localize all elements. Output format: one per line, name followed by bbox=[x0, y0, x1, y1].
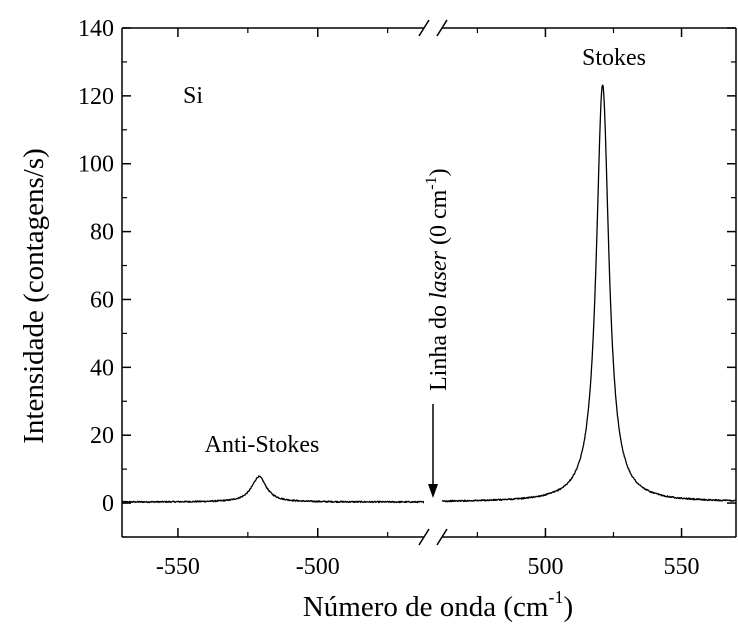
x-tick-label: -550 bbox=[156, 554, 200, 580]
spectrum-series bbox=[121, 84, 737, 504]
y-tick-label: 140 bbox=[78, 16, 114, 42]
laser-line-arrow bbox=[428, 404, 438, 498]
stokes-label: Stokes bbox=[582, 45, 646, 71]
axis-break-mark-top-b bbox=[436, 19, 448, 37]
x-tick-label: 500 bbox=[527, 554, 563, 580]
y-tick-label: 0 bbox=[102, 491, 114, 517]
y-axis: 0 20 40 60 80 100 120 140 bbox=[78, 16, 736, 538]
y-tick-label: 40 bbox=[90, 355, 114, 381]
y-tick-label: 60 bbox=[90, 287, 114, 313]
x-axis: -550 -500 500 550 bbox=[156, 28, 700, 580]
axis-break-mark-bottom-a bbox=[418, 528, 430, 546]
axis-break-mark-bottom-b bbox=[436, 528, 448, 546]
x-axis-title: Número de onda (cm-1) bbox=[303, 587, 573, 623]
sample-label: Si bbox=[183, 83, 203, 109]
y-tick-label: 100 bbox=[78, 152, 114, 178]
spectrum-line-segment bbox=[121, 475, 425, 504]
x-tick-label: 550 bbox=[664, 554, 700, 580]
anti-stokes-label: Anti-Stokes bbox=[205, 432, 320, 458]
axis-break-mark-top-a bbox=[418, 19, 430, 37]
y-tick-label: 120 bbox=[78, 84, 114, 110]
spectrum-line-segment bbox=[441, 84, 737, 503]
x-tick-label: -500 bbox=[296, 554, 340, 580]
laser-line-label: Linha do laser (0 cm-1) bbox=[423, 168, 452, 391]
y-axis-title: Intensidade (contagens/s) bbox=[18, 148, 50, 444]
y-tick-label: 80 bbox=[90, 220, 114, 246]
y-tick-label: 20 bbox=[90, 423, 114, 449]
plot-frame bbox=[121, 19, 737, 546]
